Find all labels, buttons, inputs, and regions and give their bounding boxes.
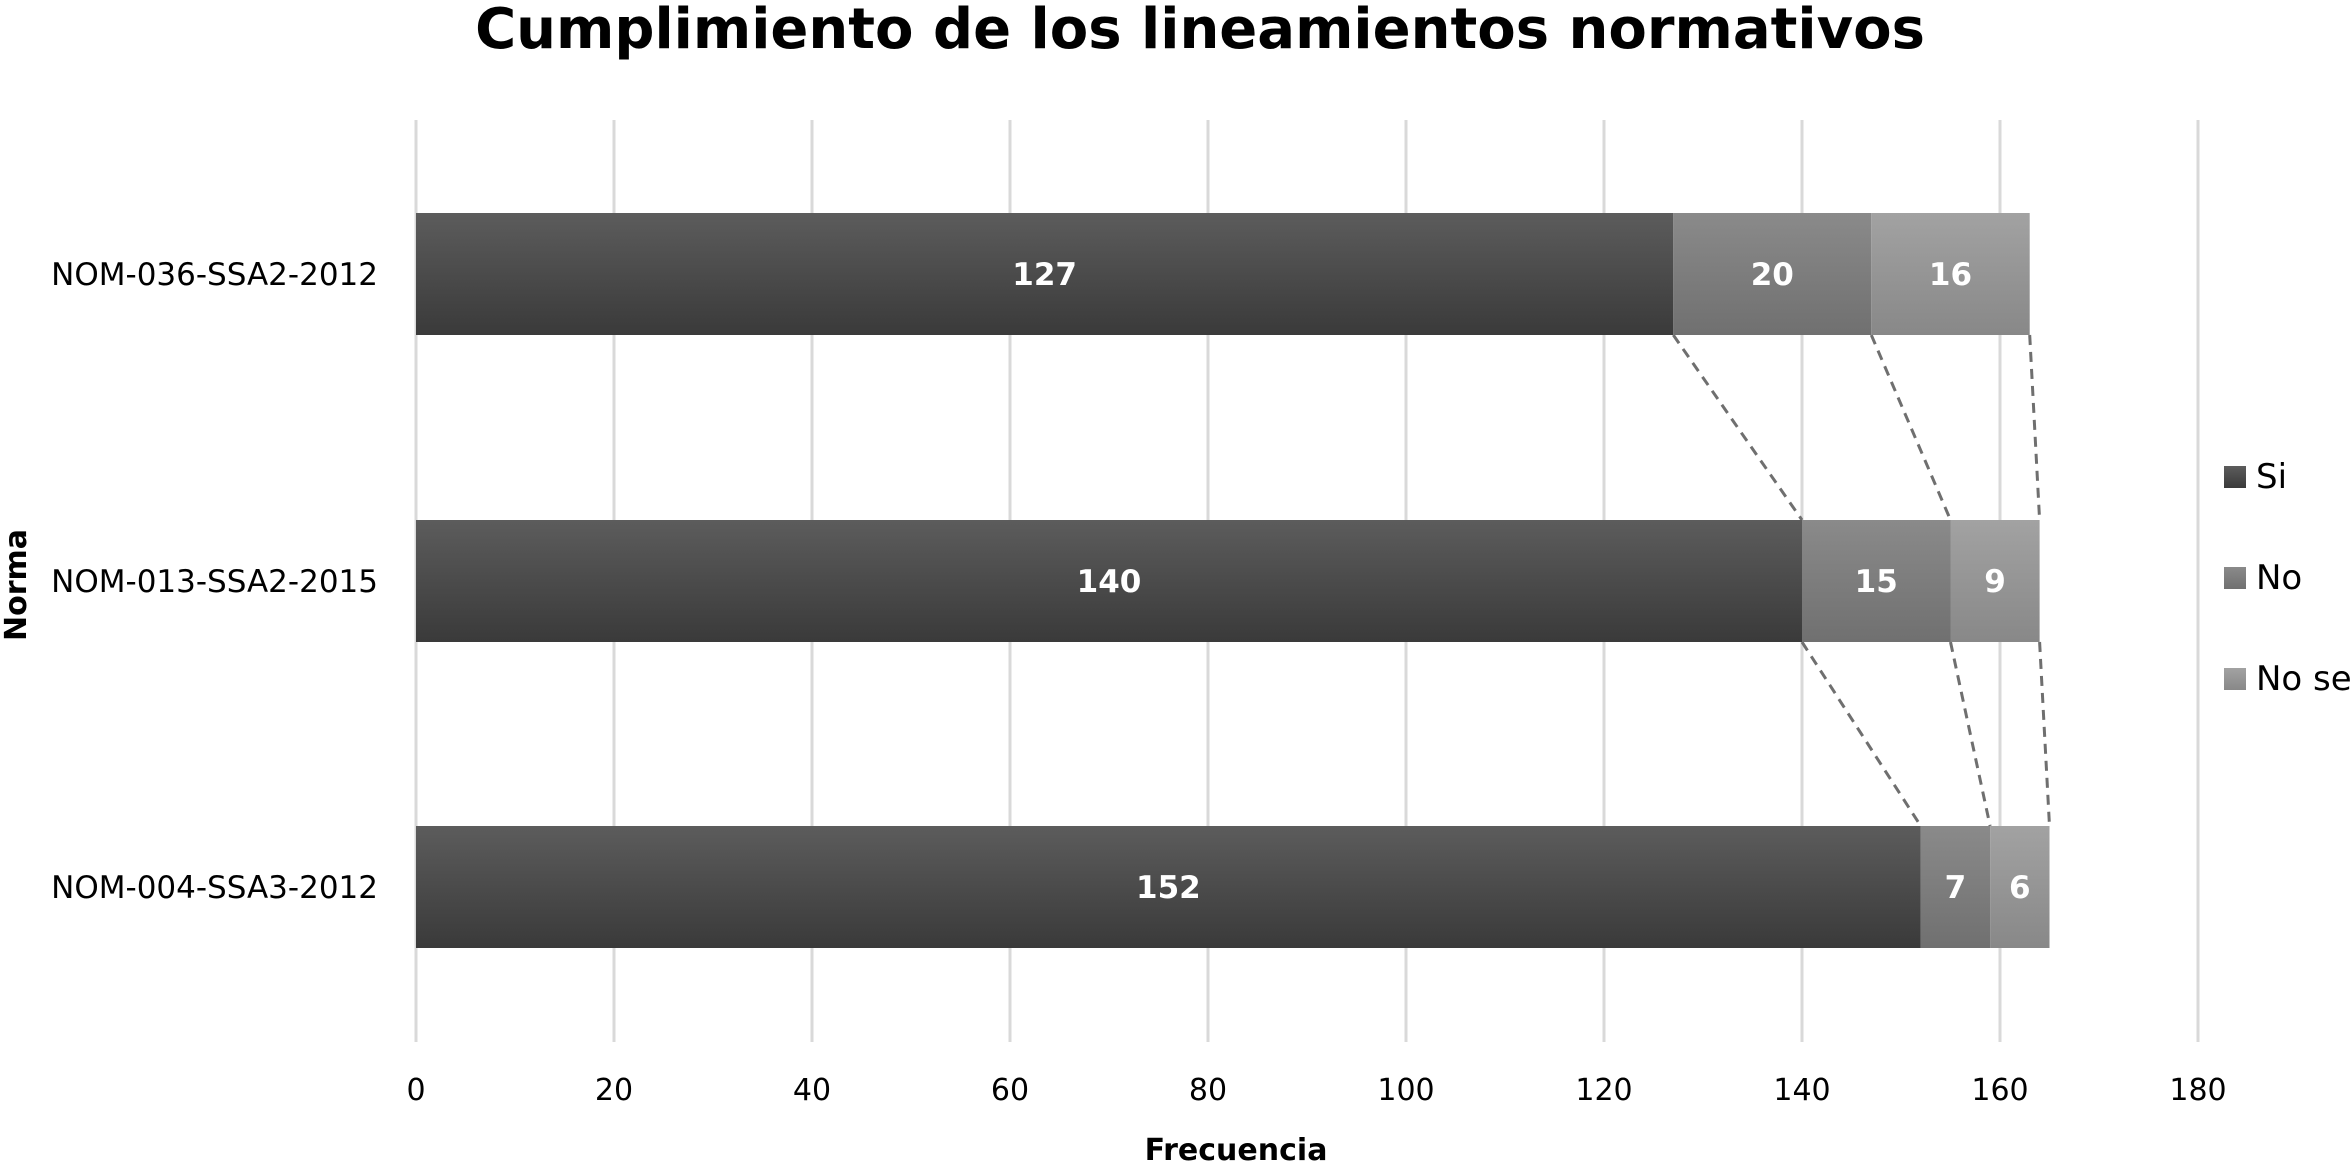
bar-segment [1990,826,2050,948]
category-labels: NOM-036-SSA2-2012 NOM-013-SSA2-2015 NOM-00… [51,257,378,906]
bar-segment [416,213,1674,335]
data-label: 20 [1751,257,1794,293]
data-label: 6 [2009,870,2031,906]
data-label: 127 [1012,257,1077,293]
legend-label: No [2256,558,2302,598]
x-tick-label: 100 [1377,1073,1434,1108]
x-tick-label: 20 [595,1073,633,1108]
bar-segment [1871,213,2030,335]
bar-segment [416,520,1802,642]
bar-segment [1920,826,1991,948]
series-line [2038,641,2051,827]
x-tick-label: 160 [1971,1073,2028,1108]
bar-segment [416,826,1921,948]
series-line [1672,334,1804,521]
x-tick-labels: 0 20 40 60 80 100 120 140 160 180 [406,1073,2226,1108]
x-axis-title: Frecuencia [1145,1133,1328,1166]
bar-segment [1950,520,2040,642]
data-label: 15 [1855,564,1898,600]
data-label: 7 [1945,870,1967,906]
legend-swatch [2224,466,2246,488]
series-line [1800,641,1923,827]
bars: 127 20 16 140 15 9 152 7 6 [416,213,2050,948]
x-tick-label: 180 [2169,1073,2226,1108]
legend-swatch [2224,668,2246,690]
legend-swatch [2224,567,2246,589]
category-label: NOM-013-SSA2-2015 [51,564,378,600]
bar-segment [1802,520,1951,642]
y-axis-title: Norma [0,529,34,641]
x-tick-label: 40 [793,1073,831,1108]
x-tick-label: 80 [1189,1073,1227,1108]
bar-segment [1673,213,1872,335]
x-tick-label: 60 [991,1073,1029,1108]
series-lines [1672,334,2051,827]
chart-title: Cumplimiento de los lineamientos normati… [475,0,1925,62]
x-tick-label: 120 [1575,1073,1632,1108]
series-line [1869,334,1952,521]
legend-label: Si [2256,457,2287,497]
series-line [1949,641,1992,827]
data-label: 9 [1984,564,2006,600]
legend: Si No No se [2224,457,2352,699]
x-tick-label: 140 [1773,1073,1830,1108]
category-label: NOM-004-SSA3-2012 [51,870,378,906]
data-label: 152 [1136,870,1201,906]
data-label: 16 [1929,257,1972,293]
data-label: 140 [1077,564,1142,600]
x-tick-label: 0 [406,1073,425,1108]
legend-label: No se [2256,659,2352,699]
series-line [2028,334,2042,521]
category-label: NOM-036-SSA2-2012 [51,257,378,293]
